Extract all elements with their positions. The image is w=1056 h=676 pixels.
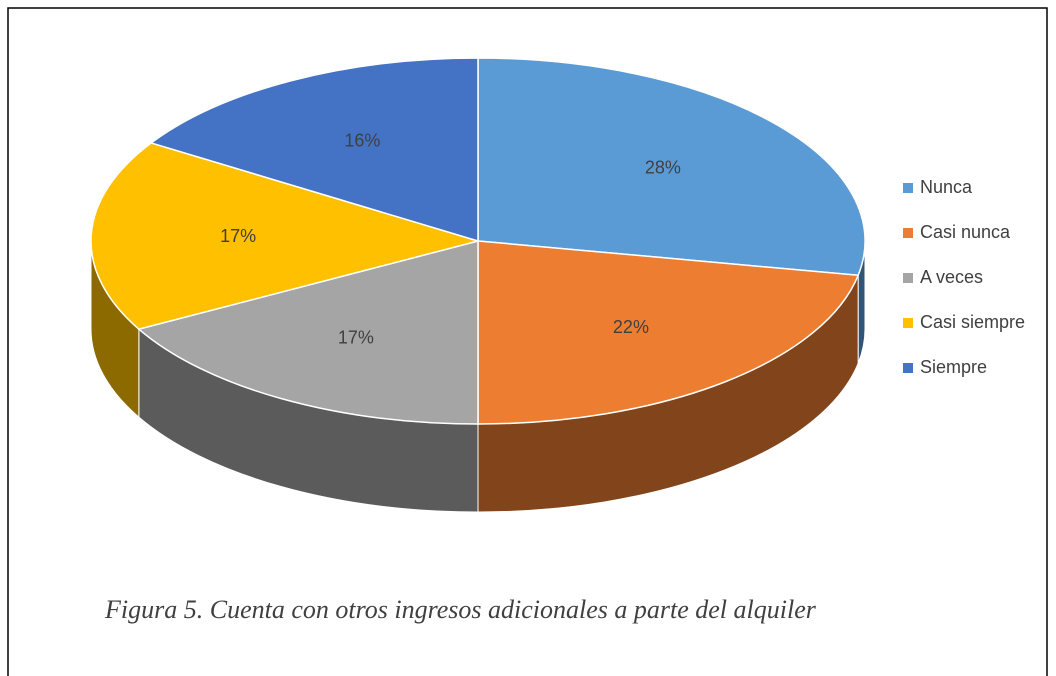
slice [137, 240, 479, 425]
slice [149, 57, 479, 243]
legend-swatch [903, 228, 913, 238]
slice [90, 142, 481, 330]
legend-swatch [903, 183, 913, 193]
legend-label: Casi siempre [920, 312, 1025, 332]
data-label: 16% [344, 130, 380, 150]
slice [477, 57, 866, 277]
legend-swatch [903, 363, 913, 373]
legend-swatch [903, 273, 913, 283]
data-label: 22% [613, 317, 649, 337]
legend-label: A veces [920, 267, 983, 287]
legend-label: Casi nunca [920, 222, 1011, 242]
data-label: 17% [220, 226, 256, 246]
legend-label: Nunca [920, 177, 973, 197]
data-label: 28% [645, 157, 681, 177]
slice [477, 240, 860, 425]
legend-label: Siempre [920, 357, 987, 377]
frame [7, 7, 1048, 676]
caption: Figura 5. Cuenta con otros ingresos adic… [104, 595, 817, 624]
data-label: 17% [338, 327, 374, 347]
legend-swatch [903, 318, 913, 328]
